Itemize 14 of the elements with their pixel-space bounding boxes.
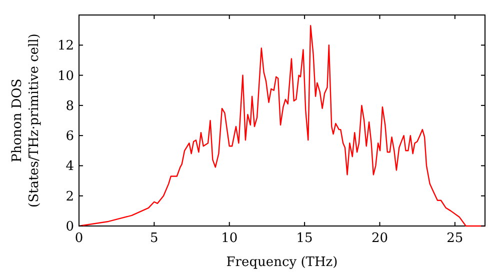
y-tick-label: 6 (66, 129, 74, 144)
x-tick-label: 25 (446, 231, 464, 246)
y-tick-label: 2 (66, 189, 74, 204)
y-tick-label: 0 (66, 220, 74, 234)
y-tick-label: 12 (57, 38, 74, 54)
x-tick-label: 5 (150, 231, 158, 246)
y-tick-label: 10 (57, 68, 74, 84)
x-tick-label: 20 (371, 231, 388, 246)
y-axis-title: Phonon DOS (States/THz·primitive cell) (10, 33, 42, 208)
x-tick-label: 10 (221, 231, 238, 246)
x-tick-label: 15 (296, 231, 313, 246)
y-tick-label: 8 (66, 98, 74, 114)
x-axis-title: Frequency (THz) (226, 255, 338, 270)
y-tick-label: 4 (66, 159, 74, 174)
